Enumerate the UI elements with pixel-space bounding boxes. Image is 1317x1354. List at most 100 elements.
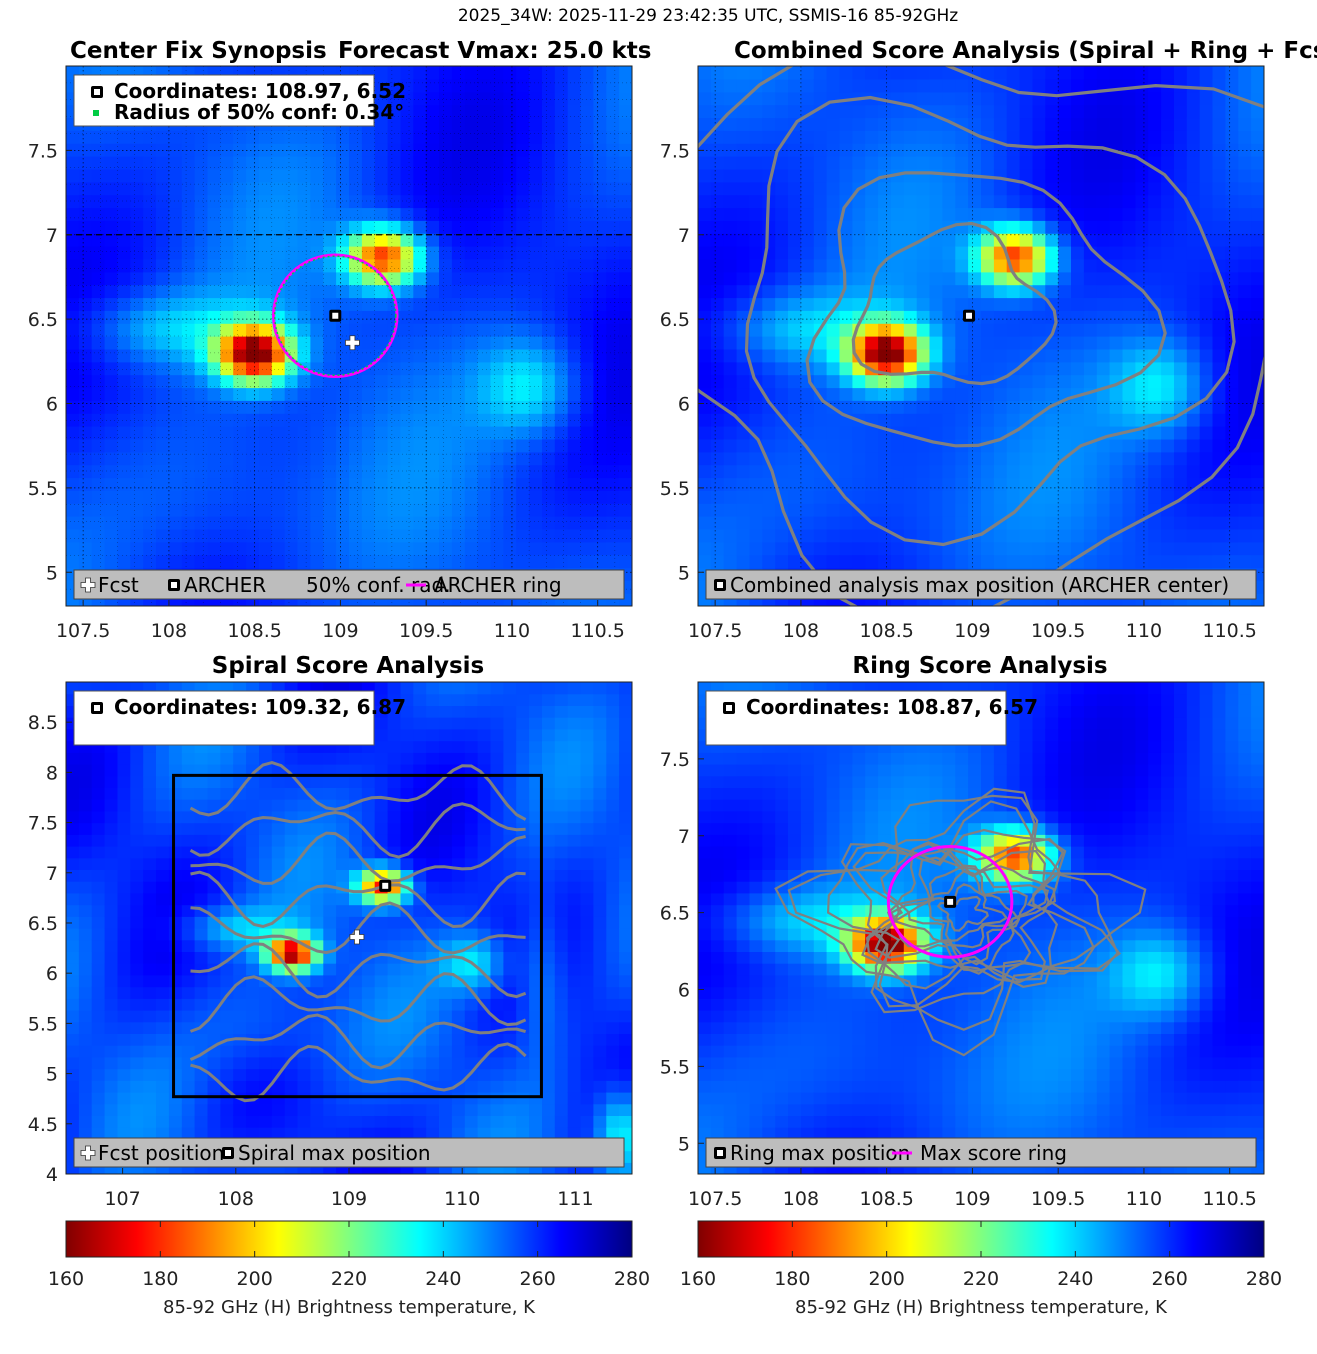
combined-heatmap-cell (1213, 529, 1227, 543)
combined-heatmap-cell (1161, 233, 1175, 247)
combined-heatmap-cell (1148, 323, 1162, 337)
synopsis-heatmap-cell (619, 490, 633, 504)
spiral-heatmap-cell (388, 752, 402, 764)
spiral-heatmap-cell (79, 1069, 93, 1081)
combined-heatmap-cell (917, 310, 931, 324)
synopsis-heatmap-cell (593, 503, 607, 516)
synopsis-heatmap-cell (426, 516, 440, 530)
spiral-heatmap-cell (66, 928, 80, 940)
spiral-heatmap-cell (118, 1080, 132, 1092)
combined-heatmap-cell (1238, 130, 1252, 144)
combined-heatmap-cell (737, 555, 751, 569)
combined-heatmap-cell (801, 285, 815, 299)
combined-heatmap-cell (1135, 529, 1149, 543)
combined-heatmap-cell (917, 130, 931, 144)
combined-heatmap-cell (1110, 310, 1124, 324)
synopsis-heatmap-cell (401, 387, 415, 401)
synopsis-heatmap-cell (439, 413, 453, 427)
synopsis-heatmap-cell (503, 297, 517, 311)
combined-heatmap-cell (1084, 362, 1098, 376)
combined-heatmap-cell (994, 490, 1008, 504)
spiral-heatmap-cell (323, 858, 337, 870)
combined-heatmap-cell (891, 400, 905, 414)
combined-heatmap-cell (1174, 246, 1188, 260)
synopsis-heatmap-cell (349, 130, 363, 144)
synopsis-heatmap-cell (349, 375, 363, 389)
combined-heatmap-cell (917, 516, 931, 530)
spiral-heatmap-cell (208, 776, 222, 788)
synopsis-heatmap-cell (105, 490, 119, 504)
synopsis-heatmap-cell (568, 285, 582, 299)
spiral-heatmap-cell (79, 1033, 93, 1045)
combined-heatmap-cell (1058, 79, 1072, 93)
combined-heatmap-cell (1110, 362, 1124, 376)
combined-heatmap-cell (1174, 207, 1188, 221)
combined-heatmap-cell (981, 117, 995, 130)
synopsis-heatmap-cell (233, 297, 247, 311)
combined-heatmap-cell (1110, 516, 1124, 530)
synopsis-heatmap-cell (92, 503, 106, 516)
combined-heatmap-cell (1161, 66, 1175, 80)
synopsis-heatmap-cell (452, 555, 466, 569)
combined-heatmap-cell (1135, 143, 1149, 157)
combined-heatmap-cell (917, 259, 931, 273)
combined-heatmap-cell (1135, 323, 1149, 337)
synopsis-heatmap-cell (208, 387, 222, 401)
spiral-heatmap-cell (272, 998, 286, 1010)
synopsis-heatmap-cell (130, 323, 144, 337)
synopsis-heatmap-cell (516, 130, 530, 144)
spiral-heatmap-cell (362, 940, 376, 952)
synopsis-heatmap-cell (310, 130, 324, 144)
synopsis-heatmap-cell (529, 503, 543, 516)
synopsis-heatmap-cell (491, 143, 505, 157)
spiral-heatmap-cell (388, 741, 402, 753)
combined-heatmap-cell (1071, 66, 1085, 80)
combined-heatmap-cell (1187, 105, 1201, 119)
spiral-heatmap-cell (66, 776, 80, 788)
spiral-heatmap-cell (298, 869, 312, 881)
combined-heatmap-cell (1071, 490, 1085, 504)
synopsis-heatmap-cell (426, 310, 440, 324)
spiral-heatmap-cell (143, 799, 157, 811)
synopsis-heatmap-cell (439, 555, 453, 569)
spiral-heatmap-cell (79, 834, 93, 846)
synopsis-heatmap-cell (606, 490, 620, 504)
combined-heatmap-cell (814, 233, 828, 247)
spiral-heatmap-cell (118, 987, 132, 999)
synopsis-heatmap-cell (555, 490, 569, 504)
synopsis-heatmap-cell (503, 490, 517, 504)
combined-heatmap-cell (1110, 323, 1124, 337)
spiral-heatmap-cell (272, 834, 286, 846)
synopsis-heatmap-cell (491, 156, 505, 170)
spiral-heatmap-cell (336, 951, 350, 963)
combined-heatmap-cell (1135, 490, 1149, 504)
spiral-heatmap-cell (375, 963, 389, 975)
combined-heatmap-cell (981, 66, 995, 80)
combined-heatmap-cell (1020, 105, 1034, 119)
combined-heatmap-cell (1033, 117, 1047, 130)
synopsis-heatmap-cell (362, 375, 376, 389)
synopsis-heatmap-cell (336, 477, 350, 491)
combined-heatmap-cell (827, 452, 841, 466)
synopsis-heatmap-cell (581, 375, 595, 389)
combined-heatmap-cell (981, 310, 995, 324)
synopsis-heatmap-cell (118, 182, 132, 196)
synopsis-heatmap-cell (220, 542, 234, 556)
combined-heatmap-cell (942, 387, 956, 401)
spiral-heatmap-cell (336, 1115, 350, 1127)
spiral-heatmap-cell (66, 1080, 80, 1092)
spiral-heatmap-cell (156, 752, 170, 764)
combined-heatmap-cell (1033, 233, 1047, 247)
spiral-heatmap-cell (66, 834, 80, 846)
synopsis-heatmap-cell (375, 195, 389, 209)
spiral-heatmap-cell (336, 893, 350, 905)
synopsis-heatmap-cell (465, 105, 479, 119)
combined-heatmap-cell (942, 130, 956, 144)
spiral-heatmap-cell (92, 846, 106, 858)
combined-heatmap-cell (1135, 130, 1149, 144)
synopsis-heatmap-cell (478, 130, 492, 144)
synopsis-heatmap-cell (619, 529, 633, 543)
synopsis-heatmap-cell (298, 465, 312, 479)
combined-heatmap-cell (1045, 503, 1059, 516)
synopsis-heatmap-cell (298, 310, 312, 324)
